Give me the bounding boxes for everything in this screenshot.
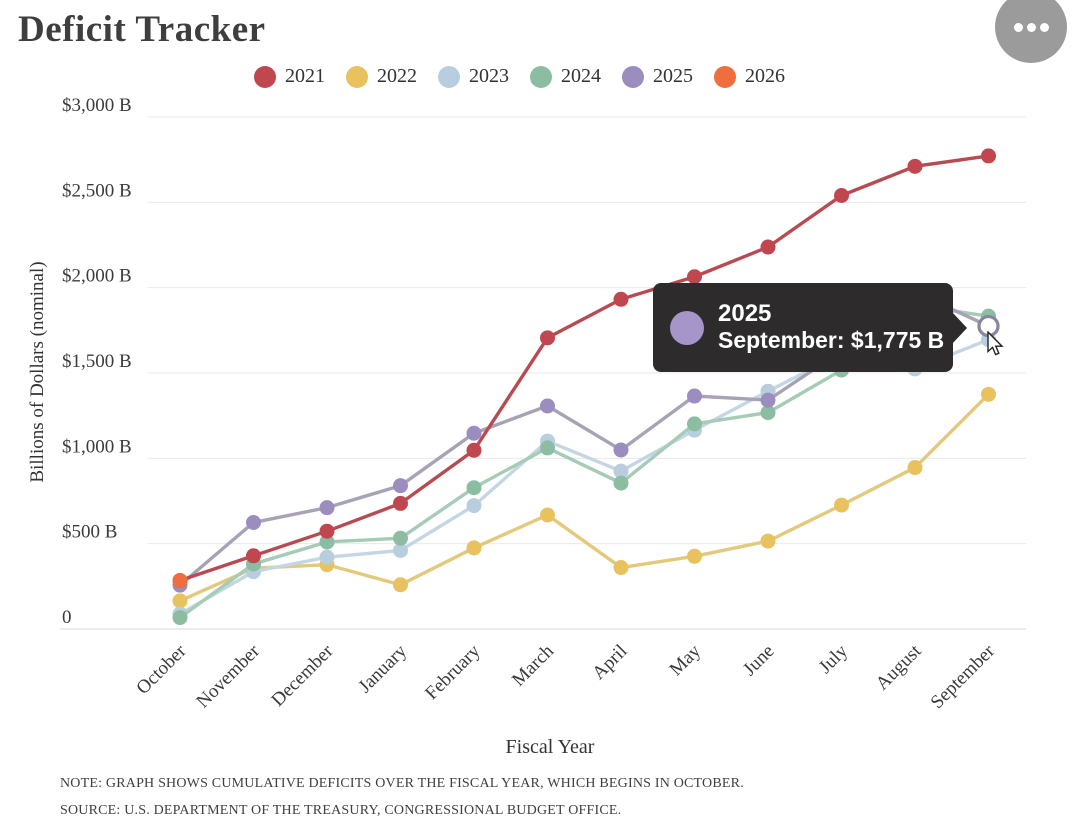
data-point-2024-January[interactable] (393, 530, 408, 546)
data-point-2023-December[interactable] (319, 549, 335, 565)
legend-label: 2026 (745, 65, 785, 87)
series-line-2021 (179, 154, 989, 583)
legend-item-2022[interactable]: 2022 (346, 65, 417, 88)
tooltip-value: September: $1,775 B (718, 326, 945, 353)
y-tick-label: $3,000 B (62, 95, 132, 116)
data-point-2021-January[interactable] (393, 495, 408, 511)
legend-swatch-icon (438, 65, 460, 88)
data-point-2024-December[interactable] (319, 534, 335, 550)
legend-item-2026[interactable]: 2026 (714, 65, 785, 88)
data-point-2022-September[interactable] (981, 386, 996, 402)
data-point-2021-June[interactable] (760, 239, 776, 255)
x-tick-label: June (739, 641, 778, 680)
data-point-2021-December[interactable] (319, 523, 335, 539)
ellipsis-icon (1013, 22, 1049, 32)
series-line-2023 (179, 338, 990, 616)
x-tick-label: April (588, 641, 631, 684)
chart-source: SOURCE: U.S. DEPARTMENT OF THE TREASURY,… (60, 803, 622, 818)
data-point-2021-May[interactable] (687, 269, 702, 285)
x-tick-label: February (421, 640, 485, 704)
legend-label: 2024 (561, 65, 601, 87)
page-title: Deficit Tracker (18, 9, 266, 50)
data-point-2022-March[interactable] (540, 507, 555, 523)
tooltip-series-dot (670, 310, 704, 345)
tooltip-arrow-icon (952, 311, 967, 344)
legend-swatch-icon (714, 65, 736, 88)
legend-swatch-icon (530, 65, 552, 88)
data-point-2021-August[interactable] (907, 158, 923, 174)
x-tick-label: September (927, 640, 1000, 713)
x-tick-label: May (666, 640, 706, 680)
series-line-2022 (179, 393, 990, 603)
data-point-2025-April[interactable] (613, 442, 629, 458)
data-point-2023-January[interactable] (393, 542, 408, 558)
legend-label: 2022 (377, 65, 417, 87)
y-tick-label: $2,000 B (62, 266, 132, 287)
tooltip-series-name: 2025 (718, 299, 772, 327)
y-tick-label: $2,500 B (62, 180, 132, 201)
data-point-2024-March[interactable] (540, 440, 555, 456)
data-point-2021-March[interactable] (540, 330, 555, 346)
x-tick-label: January (354, 640, 411, 697)
legend-item-2023[interactable]: 2023 (438, 65, 509, 88)
data-point-2025-November[interactable] (246, 515, 261, 531)
data-point-2025-February[interactable] (466, 425, 482, 441)
legend-label: 2023 (469, 65, 509, 87)
legend-swatch-icon (622, 65, 644, 88)
x-axis-title: Fiscal Year (505, 736, 595, 758)
x-tick-label: March (508, 640, 558, 690)
legend-swatch-icon (254, 65, 276, 88)
legend-swatch-icon (346, 65, 368, 88)
y-tick-label: $1,500 B (62, 351, 132, 372)
legend-item-2025[interactable]: 2025 (622, 65, 693, 88)
tooltip-text: 2025 September: $1,775 B (718, 299, 945, 355)
data-point-2026-October[interactable] (172, 573, 188, 589)
data-point-2022-February[interactable] (466, 540, 482, 556)
data-point-2022-April[interactable] (613, 560, 629, 576)
data-point-2022-October[interactable] (172, 593, 188, 609)
x-tick-label: August (872, 640, 926, 694)
mouse-cursor-icon (987, 331, 1004, 356)
data-point-2022-January[interactable] (393, 577, 408, 593)
legend-item-2024[interactable]: 2024 (530, 65, 601, 88)
legend-label: 2021 (285, 65, 325, 87)
data-point-2024-February[interactable] (466, 480, 482, 496)
x-tick-label: October (132, 640, 191, 699)
legend-label: 2025 (653, 65, 693, 87)
data-point-2025-May[interactable] (687, 388, 702, 404)
data-point-2024-May[interactable] (687, 416, 702, 432)
data-point-2024-June[interactable] (760, 405, 776, 421)
data-point-2023-February[interactable] (466, 498, 482, 514)
data-point-2025-December[interactable] (319, 500, 335, 516)
data-point-2024-April[interactable] (613, 475, 629, 491)
x-tick-label: November (192, 640, 264, 712)
chart-legend: 2021 2022 2023 2024 2025 2026 (254, 65, 785, 88)
data-point-2021-April[interactable] (613, 291, 629, 307)
x-tick-label: December (267, 640, 338, 711)
y-axis-title: Billions of Dollars (nominal) (27, 261, 48, 483)
data-point-2022-May[interactable] (687, 548, 702, 564)
data-point-2021-November[interactable] (246, 548, 261, 564)
chart-note: NOTE: GRAPH SHOWS CUMULATIVE DEFICITS OV… (60, 776, 744, 791)
menu-button[interactable] (995, 0, 1067, 63)
data-point-2022-August[interactable] (907, 460, 923, 476)
y-tick-label: 0 (62, 607, 72, 628)
data-point-2022-June[interactable] (760, 533, 776, 549)
data-point-2022-July[interactable] (834, 497, 849, 513)
data-point-2025-March[interactable] (540, 398, 555, 414)
tooltip: 2025 September: $1,775 B (653, 283, 967, 372)
data-point-2021-September[interactable] (981, 148, 996, 164)
data-point-2025-January[interactable] (393, 478, 408, 494)
legend-item-2021[interactable]: 2021 (254, 65, 325, 88)
data-point-2025-June[interactable] (760, 392, 776, 408)
x-tick-label: July (815, 640, 853, 678)
data-point-2021-July[interactable] (834, 188, 849, 204)
y-tick-label: $500 B (62, 522, 117, 543)
y-tick-label: $1,000 B (62, 436, 132, 457)
data-point-2024-October[interactable] (172, 610, 188, 626)
data-point-2023-April[interactable] (613, 463, 629, 479)
data-point-2021-February[interactable] (466, 442, 482, 458)
